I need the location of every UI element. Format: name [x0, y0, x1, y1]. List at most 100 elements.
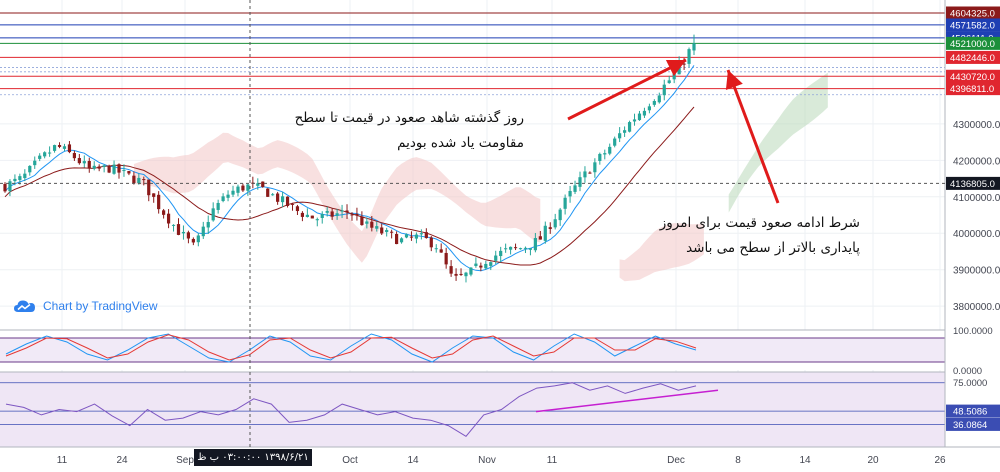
candle-body	[335, 213, 339, 216]
candle-body	[276, 193, 280, 202]
candle-body	[315, 219, 319, 221]
candle-body	[330, 211, 334, 217]
candle-body	[77, 158, 81, 164]
time-tick-label: 11	[57, 455, 68, 466]
candle-body	[48, 152, 52, 154]
candle-body	[261, 181, 265, 187]
level-label: 4430720.0	[950, 72, 995, 83]
candle-body	[52, 145, 57, 151]
time-axis: 11 24 Sep Oct 14 Nov 11 Dec 8 14 20 26	[0, 446, 1000, 466]
level-label: 4482446.0	[950, 53, 995, 64]
candle-body	[271, 194, 275, 196]
level-label-box	[946, 18, 1000, 32]
candle-body	[543, 225, 547, 241]
candle-body	[370, 221, 374, 228]
candle-body	[613, 138, 617, 146]
rsi-trendline	[535, 389, 719, 413]
candle-body	[618, 133, 622, 139]
candle-body	[479, 265, 483, 268]
rsi-tick-label: 36.0864	[953, 420, 987, 431]
candle-body	[256, 183, 260, 186]
level-label-box	[946, 6, 1000, 20]
candle-body	[57, 145, 62, 147]
candle-body	[687, 49, 691, 64]
arrow-to-resistance-shaft	[567, 58, 687, 121]
osc-line-2	[5, 334, 697, 361]
candle-body	[558, 209, 562, 221]
candle-body	[72, 153, 76, 159]
price-axis: 4300000.0 4200000.0 4100000.0 4000000.0 3900…	[944, 0, 1000, 472]
candle-body	[157, 194, 161, 210]
level-label-box	[946, 50, 1000, 64]
rsi-tick-label: 75.0000	[953, 378, 987, 389]
candle-body	[171, 224, 176, 226]
candle-body	[176, 224, 181, 235]
candle-body	[33, 160, 37, 166]
candle-body	[583, 171, 587, 178]
annotation-1-line-1: روز گذشته شاهد صعود در قیمت تا سطح	[294, 110, 524, 126]
crosshair-price-label: 4136805.0	[950, 179, 995, 190]
candle-body	[246, 184, 250, 191]
candle-body	[494, 255, 498, 261]
candle-body	[127, 171, 131, 174]
candle-body	[523, 247, 528, 249]
candle-body	[305, 214, 309, 218]
candle-body	[647, 106, 651, 111]
candle-body	[186, 232, 191, 239]
candle-body	[504, 248, 508, 250]
candle-body	[231, 190, 235, 195]
candle-body	[568, 190, 572, 197]
candle-body	[603, 153, 607, 155]
candle-body	[548, 227, 552, 229]
candle-body	[637, 113, 642, 121]
candle-body	[181, 231, 186, 234]
candle-body	[454, 273, 458, 276]
candle-body	[92, 165, 96, 169]
candle-body	[375, 226, 379, 229]
candle-body	[499, 250, 503, 257]
level-label: 4396811.0	[950, 84, 994, 95]
candle-body	[201, 226, 205, 237]
arrow-to-support-head	[725, 70, 743, 90]
candle-body	[449, 266, 453, 274]
candle-body	[162, 210, 166, 215]
candle-body	[652, 100, 656, 105]
tradingview-brand[interactable]: Chart by TradingView	[14, 296, 158, 316]
candle-body	[355, 213, 359, 216]
rsi-background	[0, 372, 945, 447]
crosshair-price-box	[946, 176, 1000, 190]
price-tick-label: 4200000.0	[953, 156, 1000, 167]
candle-body	[310, 215, 314, 219]
osc-line-1	[5, 333, 697, 363]
candle-body	[345, 210, 349, 213]
candle-body	[484, 263, 488, 269]
horizontal-levels	[0, 12, 945, 96]
price-tick-label: 3800000.0	[953, 302, 1000, 313]
candle-body	[137, 177, 141, 184]
candle-body	[67, 144, 72, 153]
candle-body	[107, 165, 111, 173]
candle-body	[533, 238, 537, 251]
time-tick-label: Dec	[667, 455, 685, 466]
candle-body	[221, 196, 225, 202]
candle-body	[340, 210, 344, 212]
candle-body	[553, 219, 557, 228]
candle-body	[385, 230, 389, 233]
candle-body	[325, 211, 329, 213]
candle-body	[43, 152, 47, 157]
candle-body	[211, 208, 215, 221]
time-tick-label: 24	[116, 455, 128, 466]
candle-body	[112, 164, 116, 174]
candle-body	[588, 172, 592, 174]
crosshair-date-label: ۱۳۹۸/۶/۲۱ ۰۳:۰۰:۰۰ ب ظ	[194, 449, 312, 466]
candle-body	[429, 237, 433, 248]
brand-label: Chart by TradingView	[43, 299, 158, 313]
candle-body	[642, 110, 647, 116]
cloud-segment	[728, 72, 828, 213]
candle-body	[667, 80, 671, 84]
candle-body	[692, 43, 696, 51]
candle-body	[152, 193, 156, 197]
price-tick-label: 3900000.0	[953, 266, 1000, 277]
price-tick-label: 4300000.0	[953, 120, 1000, 131]
